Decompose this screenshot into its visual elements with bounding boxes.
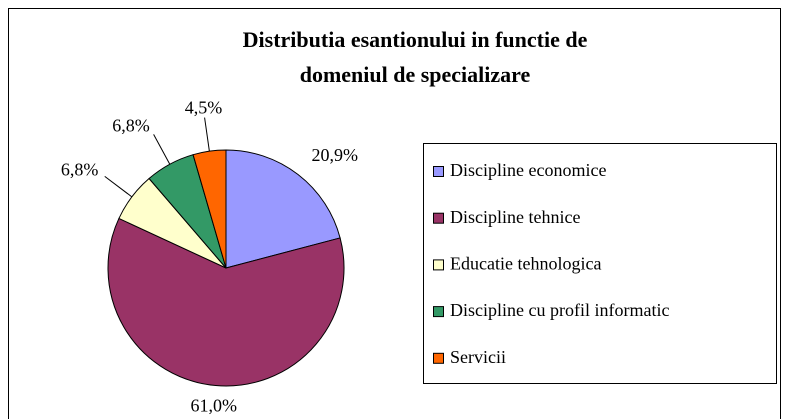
leader-line <box>204 117 210 152</box>
chart-title: domeniul de specializare <box>300 62 531 87</box>
legend-label: Educatie tehnologica <box>450 254 601 274</box>
data-label: 61,0% <box>190 396 237 416</box>
chart-title: Distributia esantionului in functie de <box>243 27 588 52</box>
legend-label: Discipline economice <box>450 160 606 180</box>
legend-swatch <box>433 259 444 271</box>
legend-swatch <box>433 352 444 364</box>
legend-label: Servicii <box>450 347 506 367</box>
legend-swatch <box>433 306 444 318</box>
legend-swatch <box>433 212 444 224</box>
pie-slice <box>225 149 341 269</box>
legend-label: Discipline tehnice <box>450 207 580 227</box>
leader-line <box>153 134 171 165</box>
data-label: 4,5% <box>185 98 223 118</box>
legend-swatch <box>433 166 444 177</box>
pie-slice <box>107 217 345 387</box>
data-label: 6,8% <box>61 160 99 180</box>
data-label: 20,9% <box>311 145 358 165</box>
legend-box <box>423 143 777 384</box>
legend-label: Discipline cu profil informatic <box>450 300 669 320</box>
data-label: 6,8% <box>112 115 150 135</box>
leader-line <box>104 175 133 198</box>
